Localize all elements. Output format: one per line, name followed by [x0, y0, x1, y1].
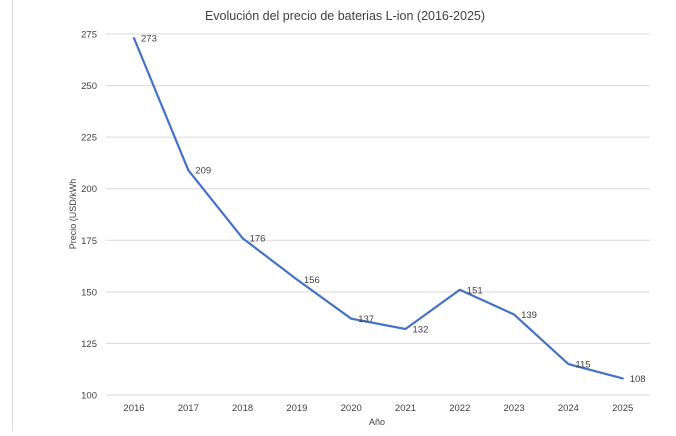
y-tick-label: 225 [81, 133, 97, 144]
y-tick-label: 250 [81, 81, 97, 92]
left-border [12, 0, 13, 431]
data-label: 132 [413, 324, 429, 335]
data-labels: 273 209 176 156 137 132 151 139 115 108 [141, 34, 646, 385]
x-axis-title: Año [369, 417, 385, 427]
x-tick-label: 2018 [232, 403, 253, 414]
y-tick-label: 200 [81, 184, 97, 195]
series-layer [132, 37, 624, 380]
x-tick-label: 2019 [286, 403, 307, 414]
data-label: 108 [630, 374, 646, 385]
data-label: 209 [195, 166, 211, 177]
chart-title: Evolución del precio de baterias L-ion (… [205, 9, 485, 23]
y-tick-label: 150 [81, 287, 97, 298]
x-tick-label: 2025 [612, 403, 633, 414]
y-axis-title: Precio (USD/kWh [68, 179, 78, 250]
x-tick-label: 2022 [449, 403, 470, 414]
y-tick-label: 125 [81, 339, 97, 350]
x-tick-label: 2016 [123, 403, 144, 414]
x-tick-label: 2024 [558, 403, 579, 414]
x-tick-label: 2017 [178, 403, 199, 414]
data-label: 176 [250, 234, 266, 245]
y-axis-ticks: 100 125 150 175 200 225 250 275 [81, 30, 97, 402]
x-axis-ticks: 2016 2017 2018 2019 2020 2021 2022 2023 2024 2025 [123, 403, 633, 414]
data-label: 156 [304, 275, 320, 286]
data-label: 151 [467, 285, 483, 296]
gridlines [106, 33, 650, 396]
x-tick-label: 2021 [395, 403, 416, 414]
data-label: 139 [521, 310, 537, 321]
x-tick-label: 2020 [341, 403, 362, 414]
y-tick-label: 100 [81, 391, 97, 402]
data-label: 115 [575, 360, 590, 371]
data-label: 273 [141, 34, 157, 45]
data-label: 137 [358, 314, 374, 325]
x-tick-label: 2023 [504, 403, 525, 414]
y-tick-label: 175 [81, 236, 97, 247]
series-line [132, 37, 624, 380]
y-tick-label: 275 [81, 30, 97, 41]
